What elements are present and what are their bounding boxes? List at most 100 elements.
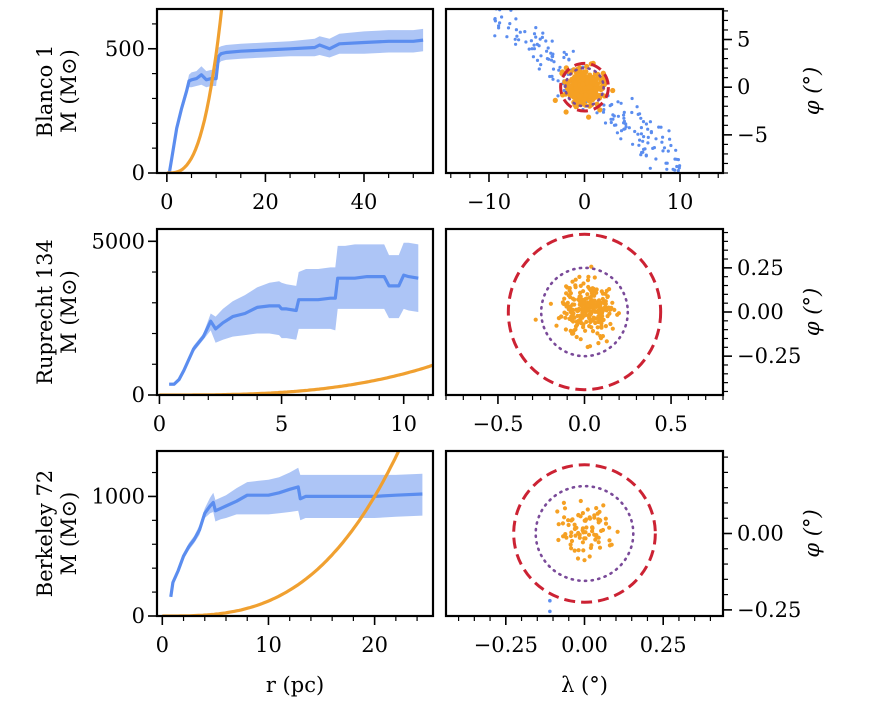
member-star (587, 93, 593, 99)
member-star (588, 294, 594, 300)
member-star (556, 522, 561, 527)
field-star (661, 135, 665, 139)
member-star (595, 331, 600, 336)
member-star (581, 281, 586, 286)
member-star (586, 303, 591, 308)
x-tick-label: 40 (351, 190, 378, 214)
member-star (596, 319, 601, 325)
member-star (586, 312, 591, 318)
member-star (607, 287, 612, 292)
field-star (500, 15, 504, 19)
field-star (660, 140, 664, 144)
inner-radius-circle (564, 66, 605, 108)
member-star (570, 517, 575, 522)
member-star (564, 311, 569, 316)
field-star (648, 166, 652, 170)
field-star (537, 67, 541, 71)
member-star (601, 300, 606, 305)
field-star (556, 94, 560, 98)
member-star (603, 521, 609, 526)
field-star (635, 105, 639, 109)
member-star (592, 275, 597, 280)
member-star (569, 530, 574, 535)
member-star (577, 299, 583, 304)
member-star (603, 324, 609, 329)
field-star (666, 149, 670, 153)
field-star (657, 125, 661, 129)
member-star (610, 300, 615, 305)
member-star (586, 84, 593, 90)
x-tick-label: 0 (160, 190, 173, 214)
field-star (498, 21, 502, 25)
field-star (630, 110, 634, 115)
x-tick-label: 20 (361, 633, 388, 657)
member-star (577, 274, 582, 279)
member-star (586, 114, 592, 120)
x-tick-label: 10 (667, 190, 694, 214)
field-star (609, 120, 613, 125)
field-star (676, 169, 680, 173)
member-star (567, 83, 573, 89)
field-star (503, 3, 506, 6)
member-star (591, 306, 596, 311)
field-star (546, 46, 550, 50)
field-star (506, 26, 511, 30)
field-star (630, 96, 634, 101)
member-star (581, 96, 588, 102)
x-tick-label: 0 (156, 633, 169, 657)
field-star (627, 126, 631, 130)
member-star (580, 528, 585, 533)
member-star (586, 308, 591, 313)
field-star (530, 47, 534, 51)
y-tick-label: 0 (132, 383, 145, 407)
member-star (568, 295, 573, 300)
member-star (587, 516, 593, 521)
field-star (641, 120, 646, 124)
member-star (603, 291, 608, 296)
member-star (588, 76, 594, 82)
field-star (641, 150, 645, 154)
member-star (581, 548, 586, 553)
field-star (641, 139, 645, 143)
outer-radius-circle (559, 61, 610, 113)
member-star (563, 109, 569, 115)
field-star (550, 54, 554, 59)
field-star (558, 65, 562, 69)
member-star (597, 315, 602, 320)
y-axis-label: M (M⊙) (57, 270, 81, 354)
field-star (514, 17, 518, 21)
member-star (609, 305, 614, 310)
field-star (668, 137, 672, 141)
member-star (585, 507, 590, 512)
plot-area (506, 232, 663, 392)
y-tick-label: −0.25 (737, 598, 801, 622)
member-star (587, 103, 593, 109)
member-star (608, 321, 613, 327)
outer-radius-circle (512, 463, 657, 604)
field-star (674, 148, 678, 152)
mass-profile-line (169, 485, 423, 598)
member-star (580, 306, 585, 311)
field-star (636, 132, 640, 136)
member-star (593, 86, 599, 92)
field-star (639, 132, 644, 136)
field-star (562, 55, 566, 60)
y-tick-label: 0 (737, 75, 750, 99)
member-star (578, 313, 583, 318)
member-star (573, 277, 578, 282)
field-star (610, 102, 614, 107)
field-star (637, 143, 641, 147)
panel-3: 0 5 10 0 5000 Ruprecht 134 M (M⊙) (33, 227, 435, 436)
member-star (589, 318, 594, 323)
member-star (597, 545, 603, 550)
member-star (589, 543, 594, 548)
field-star (550, 39, 554, 43)
cluster-name-label: Ruprecht 134 (33, 239, 57, 385)
field-star (633, 129, 637, 134)
y-tick-label: −0.25 (737, 344, 801, 368)
member-star (564, 535, 569, 540)
member-star (556, 537, 561, 543)
x-tick-label: −10 (467, 190, 511, 214)
member-star (563, 315, 568, 320)
member-star (572, 315, 577, 320)
